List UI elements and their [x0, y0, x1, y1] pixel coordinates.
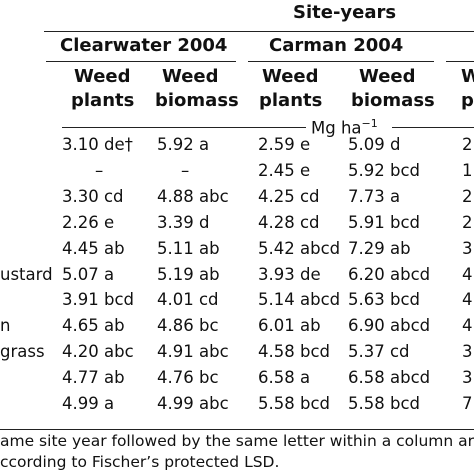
table-cell: 3.93 de — [258, 264, 321, 284]
table-cell: 4.88 abc — [157, 186, 229, 206]
table-cell: 5.11 ab — [157, 238, 220, 258]
table-cell: 2.26 e — [62, 212, 115, 232]
table-cell: 4.76 bc — [157, 368, 219, 388]
col-header-line2: p — [461, 90, 474, 111]
table-cell: 5.91 bcd — [348, 212, 421, 232]
table-cell: 4.86 bc — [157, 316, 219, 336]
table-cell: 3.30 cd — [62, 186, 124, 206]
col-header-line2: plants — [259, 90, 323, 111]
table-cell: 6.20 abcd — [348, 264, 431, 284]
table-cell: 5.09 d — [348, 135, 401, 154]
table-cell: 3.10 de† — [62, 135, 133, 154]
col-header-line2: plants — [71, 90, 135, 111]
next-site-rule — [446, 61, 474, 62]
table-cell: 3 — [462, 238, 473, 258]
row-label: ustard — [0, 264, 53, 284]
table-cell: 4.77 ab — [62, 368, 125, 388]
table-cell: 5.92 a — [157, 135, 210, 154]
col-header-line1: Weed — [262, 66, 319, 87]
table-cell: 4.99 abc — [157, 394, 229, 413]
table-cell: 2 — [462, 135, 473, 154]
table-cell: 4.20 abc — [62, 342, 134, 362]
table-cell: 4.45 ab — [62, 238, 125, 258]
table-cell: 7.29 ab — [348, 238, 411, 258]
table-cell: 2 — [462, 212, 473, 232]
table-cell: 4.01 cd — [157, 290, 219, 310]
table-cell: 5.58 bcd — [258, 394, 331, 413]
col-header-line1: Weed — [162, 66, 219, 87]
table-cell: 5.07 a — [62, 264, 115, 284]
table-cell: 4.99 a — [62, 394, 115, 413]
table-cell: 6.58 abcd — [348, 368, 431, 388]
table-cell: 4.25 cd — [258, 186, 320, 206]
col-header-line1: W — [461, 66, 474, 87]
site-name-clearwater: Clearwater 2004 — [60, 35, 228, 56]
table-cell: 5.92 bcd — [348, 160, 421, 180]
table-cell: 3 — [462, 368, 473, 388]
site-years-rule — [44, 31, 474, 32]
table-cell: 3.91 bcd — [62, 290, 135, 310]
site-years-header: Site-years — [293, 2, 397, 23]
table-cell: 5.14 abcd — [258, 290, 341, 310]
table-cell: 7 — [462, 394, 473, 413]
row-label: grass — [0, 342, 45, 362]
row-label: n — [0, 316, 11, 336]
table-cell: 2 — [462, 186, 473, 206]
table-cell: 5.19 ab — [157, 264, 220, 284]
table-cell: 5.42 abcd — [258, 238, 341, 258]
table-cell: 7.73 a — [348, 186, 401, 206]
site-name-carman: Carman 2004 — [269, 35, 404, 56]
table-cell: 3.39 d — [157, 212, 210, 232]
unit-superscript: −1 — [361, 117, 378, 130]
table-cell: 4 — [462, 264, 473, 284]
table-cell: 5.63 bcd — [348, 290, 421, 310]
carman-rule — [248, 61, 434, 62]
unit-rule-left — [62, 127, 306, 128]
footnote-line-1: ame site year followed by the same lette… — [0, 432, 474, 450]
col-header-line1: Weed — [74, 66, 131, 87]
table-cell: 6.90 abcd — [348, 316, 431, 336]
col-header-line1: Weed — [359, 66, 416, 87]
table-cell: 4.91 abc — [157, 342, 229, 362]
table-cell: – — [95, 160, 104, 180]
table-cell: – — [181, 160, 190, 180]
table-cell: 2.45 e — [258, 160, 311, 180]
col-header-line2: biomass — [155, 90, 239, 111]
table-cell: 1 — [462, 160, 473, 180]
table-cell: 5.58 bcd — [348, 394, 421, 413]
clearwater-rule — [46, 61, 236, 62]
table-bottom-rule — [0, 429, 474, 430]
footnote-line-2: ccording to Fischer’s protected LSD. — [0, 453, 280, 471]
table-cell: 4 — [462, 290, 473, 310]
unit-rule-right — [392, 127, 474, 128]
table-cell: 3 — [462, 342, 473, 362]
unit-prefix: Mg ha — [311, 118, 362, 138]
unit-label: Mg ha−1 — [311, 118, 378, 137]
col-header-line2: biomass — [351, 90, 435, 111]
table-cell: 5.37 cd — [348, 342, 410, 362]
table-cell: 2.59 e — [258, 135, 311, 154]
table-cell: 4.28 cd — [258, 212, 320, 232]
table-cell: 4.58 bcd — [258, 342, 331, 362]
table-cell: 6.01 ab — [258, 316, 321, 336]
table-cell: 4 — [462, 316, 473, 336]
table-cell: 6.58 a — [258, 368, 311, 388]
table-cell: 4.65 ab — [62, 316, 125, 336]
